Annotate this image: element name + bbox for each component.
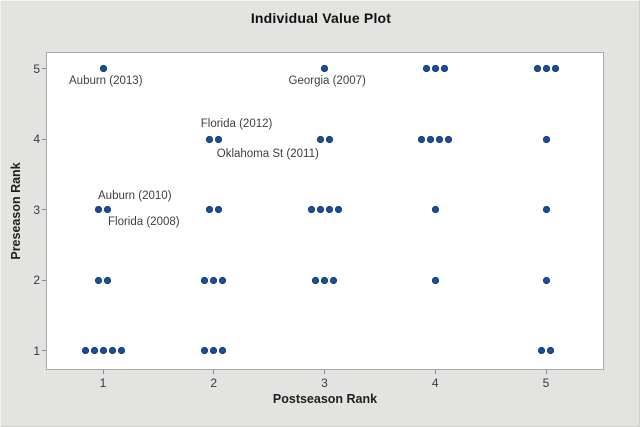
data-point <box>330 276 337 284</box>
data-point <box>205 206 213 213</box>
annotation-label: Auburn (2010) <box>98 189 172 202</box>
data-point <box>547 347 554 354</box>
y-tick-label: 4 <box>33 132 40 146</box>
data-point <box>95 276 102 284</box>
data-point <box>542 65 550 72</box>
data-point <box>445 135 453 143</box>
data-point <box>81 347 89 354</box>
data-point <box>99 65 107 72</box>
data-point <box>325 135 333 143</box>
data-point <box>316 135 324 143</box>
data-point <box>104 206 111 213</box>
data-point <box>210 347 218 354</box>
x-tick-label: 3 <box>321 376 328 390</box>
data-point <box>431 65 439 72</box>
data-point <box>201 276 209 284</box>
data-point <box>542 276 550 284</box>
y-axis-tick <box>42 138 46 140</box>
data-point <box>219 276 227 284</box>
data-point <box>90 347 98 354</box>
data-point <box>205 135 213 143</box>
data-point <box>431 276 439 284</box>
x-tick-label: 5 <box>542 376 550 390</box>
data-point <box>551 65 559 72</box>
data-point <box>201 347 209 354</box>
y-axis-tick <box>42 279 46 281</box>
y-tick-label: 2 <box>33 273 40 287</box>
y-tick-label: 3 <box>33 202 40 217</box>
x-axis-tick <box>324 370 325 374</box>
data-point <box>117 347 125 354</box>
y-axis-tick <box>42 350 46 351</box>
data-point <box>422 65 430 72</box>
y-tick-label: 1 <box>33 343 40 358</box>
data-point <box>219 347 227 354</box>
annotation-label: Florida (2012) <box>200 118 273 130</box>
annotation-label: Georgia (2007) <box>288 74 366 87</box>
x-axis-tick <box>434 370 436 374</box>
x-axis-tick <box>102 370 104 374</box>
y-tick-label: 5 <box>33 61 40 76</box>
x-tick-label: 4 <box>431 376 439 390</box>
x-tick-label: 2 <box>210 376 218 390</box>
data-point <box>104 276 111 284</box>
x-axis-title: Postseason Rank <box>272 392 378 406</box>
x-axis-tick <box>545 370 547 374</box>
data-point <box>542 135 550 143</box>
annotation-label: Florida (2008) <box>108 215 180 228</box>
data-point <box>95 206 102 213</box>
data-point <box>214 206 222 213</box>
data-point <box>108 347 116 354</box>
data-point <box>321 65 328 72</box>
x-axis-tick <box>213 370 215 374</box>
annotation-label: Oklahoma St (2011) <box>216 148 319 160</box>
data-point <box>431 206 439 213</box>
y-axis-tick <box>42 68 46 69</box>
data-point <box>542 206 550 213</box>
data-point <box>436 135 444 143</box>
plot-area: Auburn (2013) Georgia (2007) Florida (2012… <box>46 52 604 370</box>
data-point <box>325 206 333 213</box>
data-point <box>316 206 324 213</box>
y-axis-tick <box>42 209 46 210</box>
data-point <box>312 276 319 284</box>
data-point <box>321 276 328 284</box>
data-point <box>418 135 426 143</box>
data-point <box>334 206 342 213</box>
data-point <box>307 206 315 213</box>
annotation-label: Auburn (2013) <box>69 74 143 87</box>
data-point <box>538 347 545 354</box>
data-point <box>427 135 435 143</box>
chart-title: Individual Value Plot <box>250 10 392 26</box>
data-point <box>533 65 541 72</box>
data-point <box>99 347 107 354</box>
data-point <box>440 65 448 72</box>
data-point <box>210 276 218 284</box>
data-point <box>214 135 222 143</box>
x-tick-label: 1 <box>99 376 107 390</box>
